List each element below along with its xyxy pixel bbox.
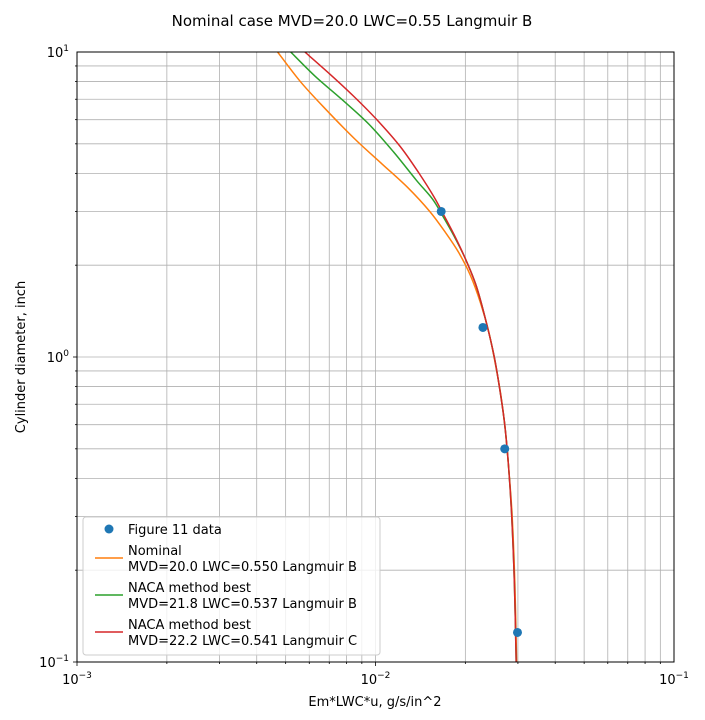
legend-entry-detail: MVD=21.8 LWC=0.537 Langmuir B <box>128 597 357 612</box>
x-tick-label: 10−1 <box>659 671 689 688</box>
data-point <box>512 627 522 637</box>
axis-ticks: 10−3 10−2 10−1 10−1 100 101 <box>39 44 689 688</box>
series-line-3 <box>304 52 517 662</box>
y-axis-label: Cylinder diameter, inch <box>14 281 29 433</box>
y-tick-label: 101 <box>47 44 69 61</box>
data-point <box>436 206 446 216</box>
data-point <box>478 322 488 332</box>
x-tick-label: 10−3 <box>62 671 92 688</box>
legend-entry-detail: MVD=22.2 LWC=0.541 Langmuir C <box>128 634 357 649</box>
legend-box <box>82 516 381 656</box>
legend-entry: NACA method best <box>128 618 251 633</box>
legend-marker <box>104 524 114 534</box>
y-tick-label: 10−1 <box>39 654 69 671</box>
x-axis-label: Em*LWC*u, g/s/in^2 <box>308 695 441 710</box>
y-tick-label: 100 <box>47 349 70 366</box>
chart-title: Nominal case MVD=20.0 LWC=0.55 Langmuir … <box>172 12 533 30</box>
grid <box>76 52 674 663</box>
legend-entry: NACA method best <box>128 581 251 596</box>
plot-area <box>277 52 522 662</box>
legend-entry-detail: MVD=20.0 LWC=0.550 Langmuir B <box>128 560 357 575</box>
legend-entry: Nominal <box>128 544 182 559</box>
x-tick-label: 10−2 <box>361 671 391 688</box>
series-points <box>436 206 522 637</box>
data-point <box>500 444 510 454</box>
legend-entry: Figure 11 data <box>128 523 222 538</box>
series-lines <box>277 52 518 662</box>
